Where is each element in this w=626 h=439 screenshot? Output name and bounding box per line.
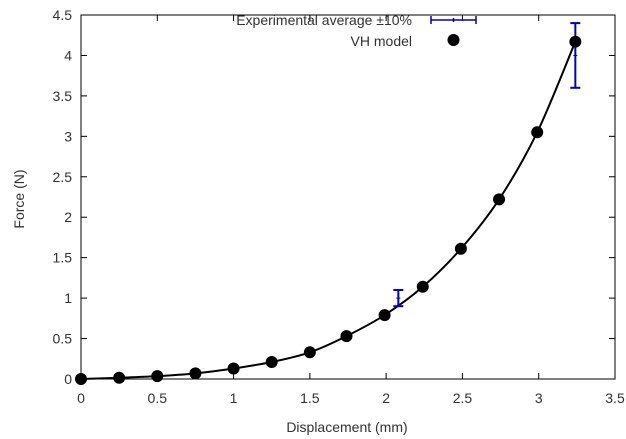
- x-tick-label: 3: [535, 390, 543, 406]
- x-tick-label: 2: [382, 390, 390, 406]
- y-tick-label: 0: [64, 371, 72, 387]
- legend: Experimental average ±10% VH model: [236, 12, 477, 49]
- model-point: [75, 373, 87, 385]
- y-tick-label: 4: [64, 47, 72, 63]
- x-tick-label: 0: [77, 390, 85, 406]
- legend-label-model: VH model: [351, 33, 412, 49]
- model-point: [265, 356, 278, 369]
- legend-point-dot: [447, 34, 460, 46]
- plot-border: [80, 14, 616, 380]
- x-tick-label: 3.5: [605, 390, 625, 406]
- x-tick-label: 2.5: [453, 390, 473, 406]
- model-point: [227, 362, 240, 375]
- y-axis-title: Force (N): [11, 169, 27, 228]
- axes-frame: [80, 14, 616, 380]
- x-tick-label: 0.5: [148, 390, 168, 406]
- model-point: [531, 126, 544, 139]
- y-tick-label: 2: [64, 209, 72, 225]
- legend-errorbar-symbol: [430, 16, 477, 24]
- model-point: [378, 309, 391, 322]
- model-curve-layer: [80, 41, 577, 380]
- legend-label-experimental: Experimental average ±10%: [236, 12, 412, 28]
- model-point: [416, 280, 429, 293]
- y-tick-label: 4.5: [53, 7, 73, 23]
- y-tick-label: 2.5: [53, 169, 73, 185]
- errorbar-layer: [393, 22, 581, 308]
- y-axis: 0 0.5 1 1.5 2 2.5 3 3.5 4 4.5: [53, 7, 615, 387]
- model-curve-line: [80, 41, 577, 380]
- y-tick-label: 3: [64, 128, 72, 144]
- points-layer: [75, 35, 582, 385]
- y-tick-label: 1: [64, 290, 72, 306]
- model-point: [493, 193, 506, 206]
- x-tick-label: 1.5: [300, 390, 320, 406]
- legend-point-symbol: [447, 34, 460, 46]
- x-axis-title: Displacement (mm): [286, 419, 407, 435]
- model-point: [113, 371, 126, 384]
- model-point: [151, 370, 164, 383]
- model-point: [569, 35, 582, 48]
- y-tick-label: 3.5: [53, 88, 73, 104]
- model-point: [340, 330, 353, 343]
- y-tick-label: 1.5: [53, 250, 73, 266]
- model-point: [303, 346, 316, 359]
- x-axis: 0 0.5 1 1.5 2 2.5 3 3.5: [77, 15, 625, 406]
- y-tick-label: 0.5: [53, 331, 73, 347]
- x-tick-label: 1: [230, 390, 238, 406]
- model-point: [189, 367, 202, 380]
- model-point: [454, 242, 467, 255]
